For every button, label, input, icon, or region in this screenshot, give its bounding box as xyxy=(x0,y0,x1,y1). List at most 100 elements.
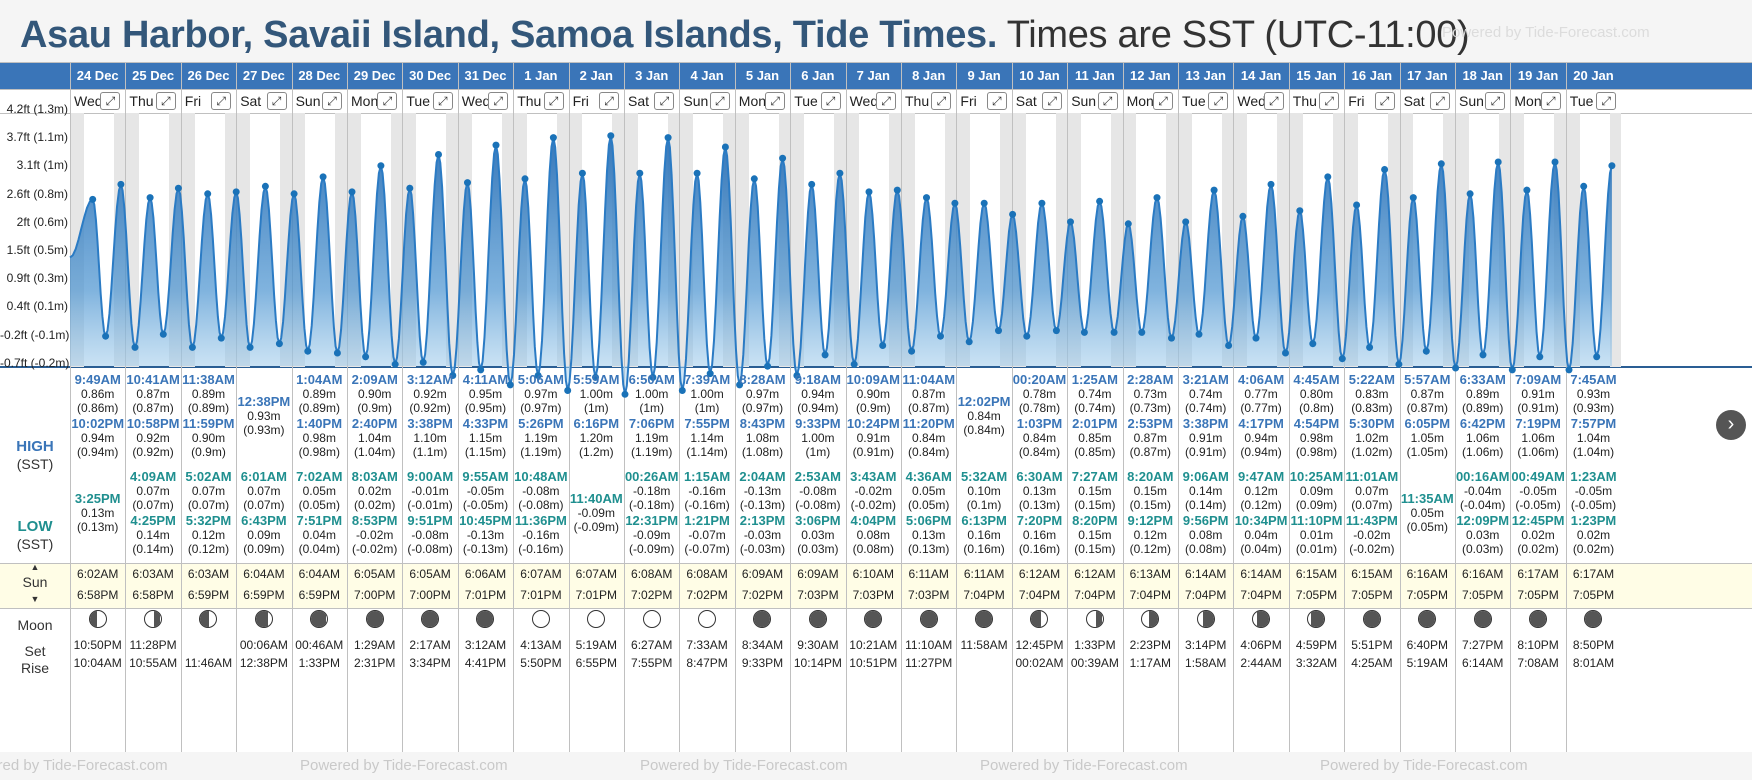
low-tide-point[interactable] xyxy=(879,342,886,349)
low-tide-point[interactable] xyxy=(535,372,542,379)
high-tide-point[interactable] xyxy=(607,132,614,139)
low-tide-point[interactable] xyxy=(707,370,714,377)
expand-day-button[interactable]: ⤢ xyxy=(432,92,453,110)
high-tide-point[interactable] xyxy=(808,181,815,188)
high-tide-point[interactable] xyxy=(522,175,529,182)
expand-day-button[interactable]: ⤢ xyxy=(543,92,564,110)
low-tide-point[interactable] xyxy=(304,348,311,355)
low-tide-point[interactable] xyxy=(1111,329,1118,336)
high-tide-point[interactable] xyxy=(1495,159,1502,166)
low-tide-point[interactable] xyxy=(679,387,686,394)
low-tide-point[interactable] xyxy=(1593,353,1600,360)
low-tide-point[interactable] xyxy=(995,327,1002,334)
low-tide-point[interactable] xyxy=(764,363,771,370)
high-tide-point[interactable] xyxy=(262,183,269,190)
high-tide-point[interactable] xyxy=(175,185,182,192)
high-tide-point[interactable] xyxy=(1067,218,1074,225)
high-tide-point[interactable] xyxy=(1268,181,1275,188)
expand-day-button[interactable]: ⤢ xyxy=(100,92,121,110)
expand-day-button[interactable]: ⤢ xyxy=(654,92,675,110)
expand-day-button[interactable]: ⤢ xyxy=(765,92,786,110)
low-tide-point[interactable] xyxy=(218,335,225,342)
high-tide-point[interactable] xyxy=(349,188,356,195)
high-tide-point[interactable] xyxy=(117,181,124,188)
low-tide-point[interactable] xyxy=(1253,335,1260,342)
high-tide-point[interactable] xyxy=(1211,187,1218,194)
expand-day-button[interactable]: ⤢ xyxy=(1263,92,1284,110)
low-tide-point[interactable] xyxy=(649,374,656,381)
low-tide-point[interactable] xyxy=(1225,342,1232,349)
expand-day-button[interactable]: ⤢ xyxy=(876,92,896,110)
high-tide-point[interactable] xyxy=(923,194,930,201)
high-tide-point[interactable] xyxy=(751,175,758,182)
high-tide-point[interactable] xyxy=(464,179,471,186)
expand-day-button[interactable]: ⤢ xyxy=(488,92,509,110)
high-tide-point[interactable] xyxy=(1096,198,1103,205)
low-tide-point[interactable] xyxy=(966,338,973,345)
high-tide-point[interactable] xyxy=(779,155,786,162)
high-tide-point[interactable] xyxy=(1038,200,1045,207)
high-tide-point[interactable] xyxy=(1438,160,1445,167)
high-tide-point[interactable] xyxy=(1410,194,1417,201)
low-tide-point[interactable] xyxy=(1081,329,1088,336)
expand-day-button[interactable]: ⤢ xyxy=(1596,92,1617,110)
low-tide-point[interactable] xyxy=(420,359,427,366)
low-tide-point[interactable] xyxy=(1309,340,1316,347)
low-tide-point[interactable] xyxy=(793,372,800,379)
high-tide-point[interactable] xyxy=(1580,183,1587,190)
low-tide-point[interactable] xyxy=(1509,366,1516,373)
low-tide-point[interactable] xyxy=(1536,353,1543,360)
high-tide-point[interactable] xyxy=(1009,211,1016,218)
low-tide-point[interactable] xyxy=(592,374,599,381)
expand-day-button[interactable]: ⤢ xyxy=(1097,92,1118,110)
high-tide-point[interactable] xyxy=(1353,202,1360,209)
high-tide-point[interactable] xyxy=(493,142,500,149)
low-tide-point[interactable] xyxy=(1395,361,1402,368)
expand-day-button[interactable]: ⤢ xyxy=(1208,92,1229,110)
low-tide-point[interactable] xyxy=(160,331,167,338)
high-tide-point[interactable] xyxy=(694,170,701,177)
high-tide-point[interactable] xyxy=(866,188,873,195)
low-tide-point[interactable] xyxy=(477,366,484,373)
high-tide-point[interactable] xyxy=(636,170,643,177)
low-tide-point[interactable] xyxy=(449,372,456,379)
low-tide-point[interactable] xyxy=(1168,335,1175,342)
high-tide-point[interactable] xyxy=(951,200,958,207)
low-tide-point[interactable] xyxy=(937,333,944,340)
high-tide-point[interactable] xyxy=(147,194,154,201)
expand-day-button[interactable]: ⤢ xyxy=(266,92,287,110)
high-tide-point[interactable] xyxy=(981,200,988,207)
low-tide-point[interactable] xyxy=(564,387,571,394)
expand-day-button[interactable]: ⤢ xyxy=(1374,92,1395,110)
high-tide-point[interactable] xyxy=(722,144,729,151)
low-tide-point[interactable] xyxy=(247,344,254,351)
low-tide-point[interactable] xyxy=(507,381,514,388)
low-tide-point[interactable] xyxy=(1053,327,1060,334)
low-tide-point[interactable] xyxy=(851,361,858,368)
expand-day-button[interactable]: ⤢ xyxy=(709,92,730,110)
expand-day-button[interactable]: ⤢ xyxy=(820,92,841,110)
high-tide-point[interactable] xyxy=(1324,173,1331,180)
low-tide-point[interactable] xyxy=(392,361,399,368)
next-arrow-button[interactable]: › xyxy=(1716,410,1746,440)
high-tide-point[interactable] xyxy=(1381,166,1388,173)
expand-day-button[interactable]: ⤢ xyxy=(377,92,398,110)
high-tide-point[interactable] xyxy=(836,170,843,177)
high-tide-point[interactable] xyxy=(320,173,327,180)
expand-day-button[interactable]: ⤢ xyxy=(1540,92,1561,110)
expand-day-button[interactable]: ⤢ xyxy=(1042,92,1063,110)
low-tide-point[interactable] xyxy=(822,351,829,358)
expand-day-button[interactable]: ⤢ xyxy=(599,92,619,110)
low-tide-point[interactable] xyxy=(189,344,196,351)
low-tide-point[interactable] xyxy=(908,348,915,355)
low-tide-point[interactable] xyxy=(1566,366,1573,373)
high-tide-point[interactable] xyxy=(1182,218,1189,225)
high-tide-point[interactable] xyxy=(1154,194,1161,201)
expand-day-button[interactable]: ⤢ xyxy=(1153,92,1173,110)
high-tide-point[interactable] xyxy=(291,190,298,197)
high-tide-point[interactable] xyxy=(1467,190,1474,197)
expand-day-button[interactable]: ⤢ xyxy=(322,92,342,110)
high-tide-point[interactable] xyxy=(1125,220,1132,227)
high-tide-point[interactable] xyxy=(550,134,557,141)
high-tide-point[interactable] xyxy=(1296,207,1303,214)
